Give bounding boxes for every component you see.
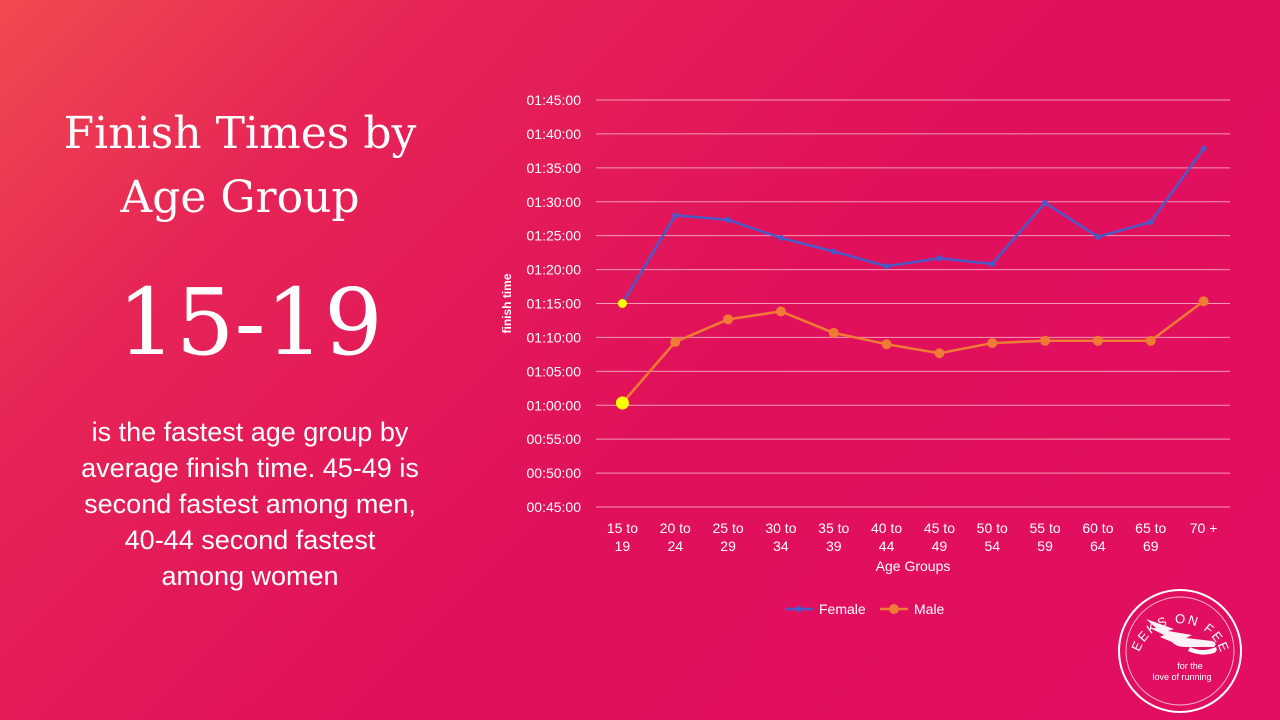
data-point [828,327,839,338]
data-point [725,216,732,223]
geeks-on-feet-logo: GEEKS ON FEET for the love of running [1116,587,1242,713]
summary-panel: Finish Times by Age Group 15-19 is the f… [0,0,480,720]
data-point [936,255,943,262]
winged-shoe-icon [1146,619,1217,655]
x-tick-label: 64 [1090,538,1106,554]
y-tick-label: 01:00:00 [527,397,582,413]
logo-inner-ring [1125,596,1235,706]
data-point [881,339,892,350]
data-point [830,248,837,255]
data-point [987,338,998,349]
legend-swatch-marker [889,604,899,614]
y-tick-label: 01:40:00 [527,126,582,142]
x-tick-label: 49 [932,538,948,554]
data-point [934,348,945,359]
logo-outer-ring [1118,589,1242,713]
description-line: second fastest among men, [84,489,416,519]
data-point [775,306,786,317]
slide-title: Finish Times by Age Group [20,102,460,230]
x-tick-label: 30 to [765,520,796,536]
y-tick-label: 01:15:00 [527,296,582,312]
description-line: average finish time. 45-49 is [81,453,419,483]
x-tick-label: 20 to [660,520,691,536]
x-tick-label: 65 to [1135,520,1166,536]
x-tick-label: 24 [667,538,683,554]
x-tick-label: 70 + [1190,520,1218,536]
x-tick-label: 39 [826,538,842,554]
x-tick-label: 55 to [1030,520,1061,536]
description-line: is the fastest age group by [91,417,409,447]
highlighted-data-point [615,396,629,410]
x-tick-label: 60 to [1082,520,1113,536]
data-point [723,314,734,325]
x-tick-label: 54 [984,538,1000,554]
description-line: 40-44 second fastest [124,525,376,555]
x-tick-label: 15 to [607,520,638,536]
y-tick-label: 00:45:00 [527,499,582,515]
y-tick-label: 01:05:00 [527,363,582,379]
x-tick-label: 34 [773,538,789,554]
data-point [1092,335,1103,346]
x-tick-label: 44 [879,538,895,554]
y-tick-label: 01:35:00 [527,160,582,176]
y-tick-label: 01:45:00 [527,92,582,108]
y-tick-label: 01:10:00 [527,329,582,345]
y-axis-label: finish time [500,273,514,333]
x-tick-label: 25 to [713,520,744,536]
data-point [1147,219,1154,226]
title-line: Age Group [120,172,360,223]
x-tick-label: 45 to [924,520,955,536]
x-tick-label: 59 [1037,538,1053,554]
legend-swatch-marker [796,606,802,612]
y-tick-label: 00:50:00 [527,465,582,481]
data-point [1145,335,1156,346]
y-tick-label: 01:30:00 [527,194,582,210]
description-text: is the fastest age group by average fini… [40,414,460,594]
x-tick-label: 29 [720,538,736,554]
data-point [989,260,996,267]
data-point [1094,233,1101,240]
x-tick-label: 50 to [977,520,1008,536]
fastest-group-highlight: 15-19 [117,269,383,376]
data-point [1200,145,1207,152]
data-point [1040,335,1051,346]
logo-tagline-line1: for the [1177,661,1203,671]
title-line: Finish Times by [63,108,417,159]
highlighted-data-point [617,299,627,308]
x-tick-label: 69 [1143,538,1159,554]
series-line-male [621,300,1205,404]
description-line: among women [161,561,339,591]
x-tick-label: 40 to [871,520,902,536]
data-point [670,336,681,347]
legend-label: Male [914,601,945,617]
y-tick-label: 01:25:00 [527,228,582,244]
y-tick-label: 00:55:00 [527,431,582,447]
data-point [672,212,679,219]
legend-label: Female [819,601,866,617]
y-tick-label: 01:20:00 [527,262,582,278]
x-axis-label: Age Groups [876,558,951,574]
finish-times-chart: 00:45:00 00:50:00 00:55:00 01:00:00 01:05:00… [500,92,1230,617]
x-tick-label: 19 [615,538,631,554]
data-point [777,234,784,241]
data-point [1042,199,1049,206]
x-tick-label: 35 to [818,520,849,536]
series-line-female [621,147,1205,305]
data-point [883,263,890,270]
logo-tagline-line2: love of running [1152,672,1211,682]
data-point [1198,296,1209,307]
